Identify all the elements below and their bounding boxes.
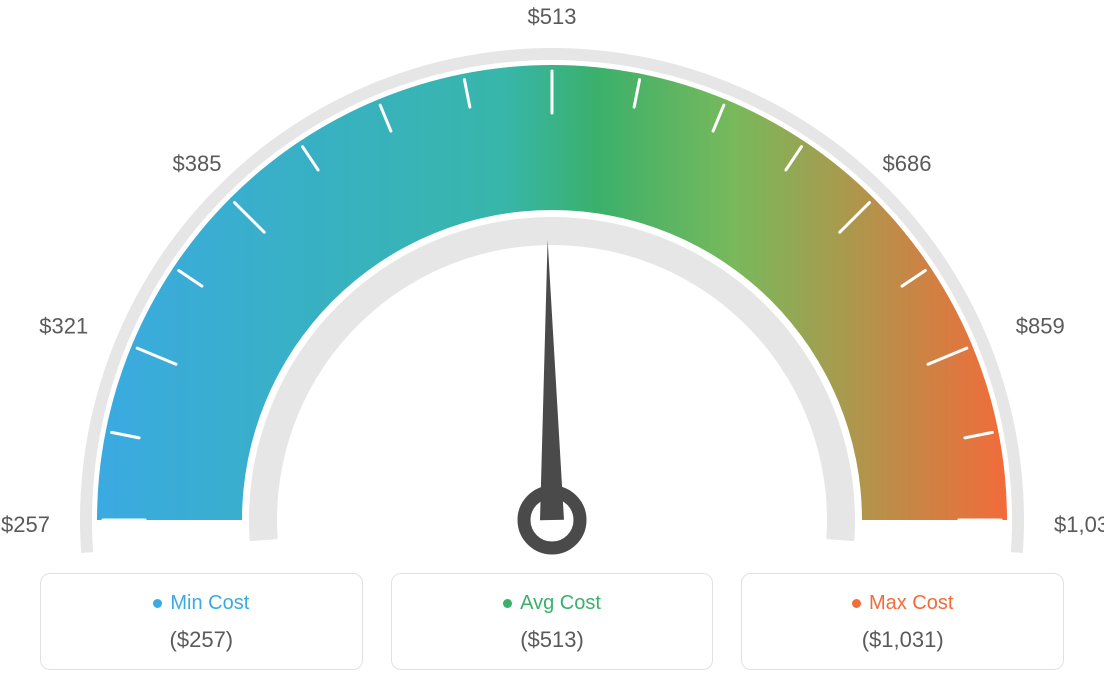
legend-min-title: Min Cost [153,592,249,615]
gauge-needle [540,240,564,520]
legend-avg-label: Avg Cost [520,592,601,615]
gauge-tick-label: $859 [1016,314,1065,339]
legend-max-value: ($1,031) [752,627,1053,653]
legend-min-dot [153,599,162,608]
legend-avg-title: Avg Cost [503,592,601,615]
gauge-tick-label: $513 [528,4,577,29]
gauge-tick-label: $257 [1,512,50,537]
gauge-tick-label: $686 [882,151,931,176]
legend-max-label: Max Cost [869,592,953,615]
gauge-svg: $257 $321 $385 $513 $686 $859 $1,031 [0,0,1104,560]
gauge-area: $257 $321 $385 $513 $686 $859 $1,031 [0,0,1104,560]
legend-avg-box: Avg Cost ($513) [391,573,714,670]
gauge-tick-label: $321 [39,314,88,339]
legend-max-dot [852,599,861,608]
gauge-tick-label: $385 [173,151,222,176]
legend-avg-dot [503,599,512,608]
gauge-tick-label: $1,031 [1054,512,1104,537]
legend-max-box: Max Cost ($1,031) [741,573,1064,670]
legend-min-label: Min Cost [170,592,249,615]
legend-avg-value: ($513) [402,627,703,653]
legend-row: Min Cost ($257) Avg Cost ($513) Max Cost… [0,573,1104,670]
legend-min-value: ($257) [51,627,352,653]
legend-max-title: Max Cost [852,592,953,615]
legend-min-box: Min Cost ($257) [40,573,363,670]
cost-gauge-chart: $257 $321 $385 $513 $686 $859 $1,031 Min Cost … [0,0,1104,690]
